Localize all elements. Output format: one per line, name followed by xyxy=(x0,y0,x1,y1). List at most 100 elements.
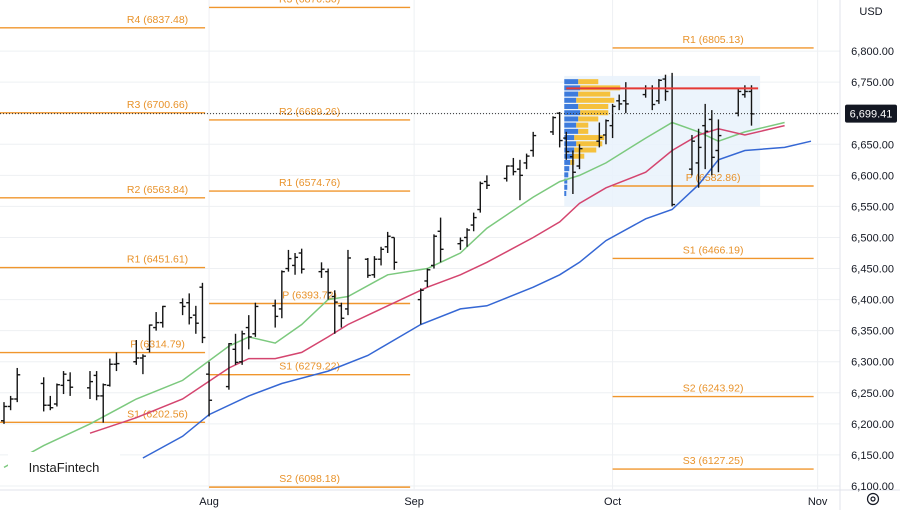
ohlc-bar xyxy=(516,159,523,201)
ohlc-bar xyxy=(622,82,629,114)
pivot-label: R3 (6870.30) xyxy=(279,0,340,5)
ohlc-bar xyxy=(86,371,93,400)
volume-profile-down-bar xyxy=(574,147,597,153)
ohlc-bar xyxy=(285,249,292,272)
x-tick-label: Sep xyxy=(404,496,424,508)
ohlc-bar xyxy=(139,354,146,375)
ohlc-bar xyxy=(272,299,279,328)
ohlc-bar xyxy=(47,395,54,411)
ohlc-bar xyxy=(14,367,21,403)
ohlc-bar xyxy=(298,248,305,274)
ohlc-bar xyxy=(199,282,206,344)
y-tick-label: 6,150.00 xyxy=(851,450,894,462)
ohlc-bar xyxy=(278,270,285,319)
volume-profile-down-bar xyxy=(578,116,599,122)
volume-profile-up-bar xyxy=(564,110,581,116)
y-tick-label: 6,800.00 xyxy=(851,46,894,58)
volume-profile-up-bar xyxy=(564,116,579,122)
ohlc-bar xyxy=(159,305,166,328)
ohlc-bar xyxy=(344,249,351,316)
volume-profile-down-bar xyxy=(578,104,609,110)
ohlc-bar xyxy=(602,119,609,145)
ohlc-bar xyxy=(695,128,702,188)
pivot-label: R1 (6805.13) xyxy=(682,34,743,46)
volume-profile-down-bar xyxy=(578,91,611,97)
volume-profile-up-bar xyxy=(564,141,577,147)
volume-profile-down-bar xyxy=(578,128,589,134)
settings-gear-icon[interactable] xyxy=(864,490,882,508)
ohlc-bar xyxy=(179,298,186,316)
ohlc-bar xyxy=(437,217,444,263)
volume-profile-up-bar xyxy=(564,153,573,159)
volume-profile-up-bar xyxy=(564,97,577,103)
volume-profile xyxy=(564,79,621,196)
ohlc-bar xyxy=(60,371,67,395)
pivot-label: P (6314.79) xyxy=(130,339,185,351)
ohlc-bar xyxy=(550,116,557,135)
ohlc-bar xyxy=(576,144,583,170)
ohlc-bar xyxy=(7,395,14,411)
ohlc-bar xyxy=(616,94,623,111)
ohlc-bar xyxy=(206,361,213,417)
ohlc-bar xyxy=(153,312,160,331)
ohlc-bar xyxy=(417,288,424,325)
ohlc-bar xyxy=(133,339,140,365)
ohlc-bar xyxy=(146,324,153,353)
ohlc-bar xyxy=(232,333,239,365)
volume-profile-up-bar xyxy=(564,172,569,178)
ohlc-bar xyxy=(384,231,391,254)
watermark-logo: InstaFintech xyxy=(8,452,120,482)
y-tick-label: 6,750.00 xyxy=(851,77,894,89)
ohlc-bar xyxy=(40,377,47,412)
y-tick-label: 6,600.00 xyxy=(851,170,894,182)
ohlc-bar xyxy=(252,302,259,337)
ohlc-bar xyxy=(430,234,437,269)
y-tick-label: 6,650.00 xyxy=(851,139,894,151)
ohlc-bar xyxy=(93,371,100,401)
ohlc-bar xyxy=(563,131,570,160)
ohlc-bar xyxy=(225,343,232,390)
ohlc-bar xyxy=(106,358,113,387)
y-tick-label: 6,500.00 xyxy=(851,232,894,244)
ohlc-bar xyxy=(364,257,371,278)
x-tick-label: Nov xyxy=(808,496,828,508)
ohlc-bar xyxy=(715,119,722,173)
y-tick-label: 6,450.00 xyxy=(851,264,894,276)
pivot-label: R1 (6451.61) xyxy=(127,254,188,266)
ohlc-bar xyxy=(67,372,74,396)
volume-profile-down-bar xyxy=(580,110,609,116)
ohlc-bar xyxy=(596,122,603,148)
y-tick-label: 6,350.00 xyxy=(851,326,894,338)
ohlc-bar xyxy=(325,268,332,300)
last-price-tag xyxy=(845,104,897,123)
volume-profile-up-bar xyxy=(564,79,579,85)
ohlc-bar xyxy=(245,315,252,350)
ohlc-bar xyxy=(530,131,537,157)
volume-profile-up-bar xyxy=(564,91,579,97)
pivot-label: R4 (6837.48) xyxy=(127,14,188,26)
ohlc-bar xyxy=(53,383,60,407)
ohlc-bar xyxy=(609,103,616,139)
ohlc-bar xyxy=(702,103,709,170)
ohlc-bar xyxy=(239,330,246,365)
volume-profile-up-bar xyxy=(564,190,567,196)
volume-profile-down-bar xyxy=(576,122,589,128)
volume-profile-up-bar xyxy=(564,166,570,172)
ohlc-bar xyxy=(470,212,477,232)
time-axis[interactable]: Aug Sep Oct Nov xyxy=(199,496,828,508)
pivot-levels: R4 (6837.48) R3 (6700.66) R2 (6563.84) R1 (… xyxy=(0,0,814,488)
ohlc-bar xyxy=(192,305,199,334)
pivot-label: S3 (6127.25) xyxy=(683,455,744,467)
volume-profile-down-bar xyxy=(578,79,599,85)
x-tick-label: Aug xyxy=(199,496,219,508)
ohlc-bar xyxy=(318,262,325,278)
ohlc-bar xyxy=(378,246,385,266)
currency-label[interactable]: USD xyxy=(859,6,883,18)
ohlc-bar xyxy=(331,290,338,334)
ohlc-bar xyxy=(186,293,193,325)
ohlc-bar xyxy=(113,352,120,372)
price-axis[interactable]: 6,100.00 6,150.00 6,200.00 6,250.00 6,300.00… xyxy=(0,46,897,493)
x-tick-label: Oct xyxy=(604,496,621,508)
ohlc-bars xyxy=(1,72,755,424)
